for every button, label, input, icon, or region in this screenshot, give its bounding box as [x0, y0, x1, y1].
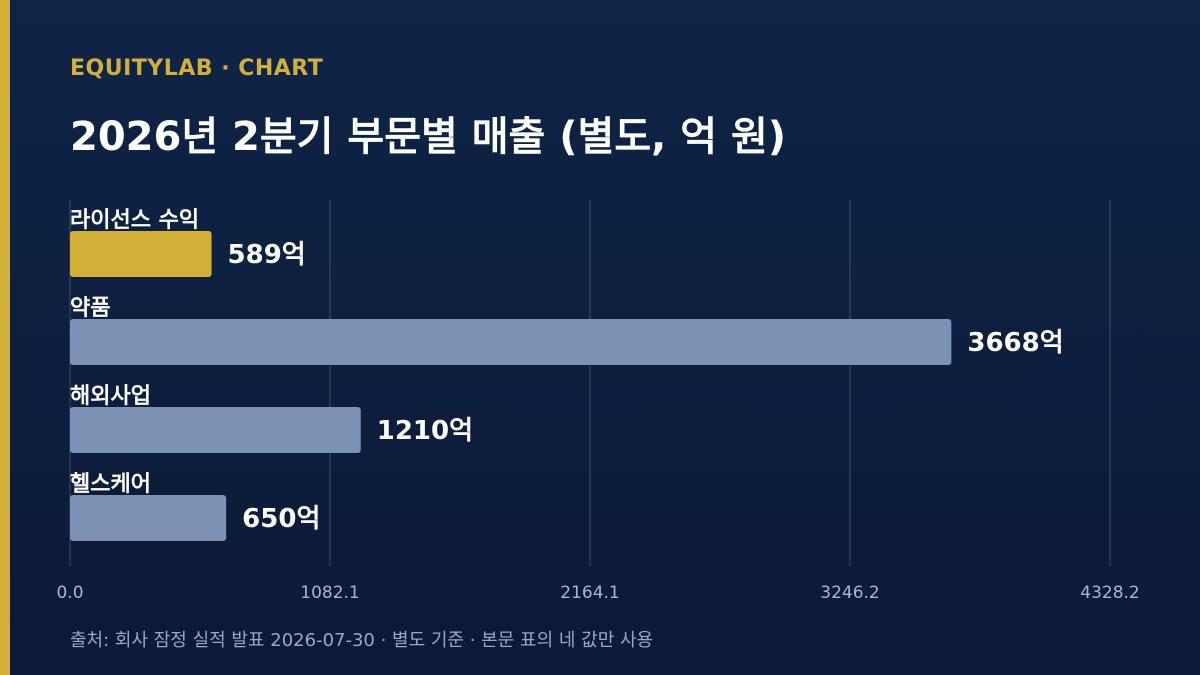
accent-bar	[0, 0, 10, 675]
x-tick-label: 1082.1	[300, 583, 359, 603]
category-label: 해외사업	[70, 384, 151, 409]
data-label: 1210억	[377, 416, 473, 446]
chart-title: 2026년 2분기 부문별 매출 (별도, 억 원)	[70, 114, 787, 160]
category-label: 헬스케어	[70, 472, 151, 497]
data-label: 589억	[228, 240, 306, 270]
bar	[70, 407, 361, 453]
bar	[70, 231, 212, 277]
x-tick-label: 2164.1	[560, 583, 619, 603]
x-tick-label: 3246.2	[820, 583, 879, 603]
brand-label: EQUITYLAB · CHART	[70, 56, 324, 81]
source-note: 출처: 회사 잠정 실적 발표 2026-07-30 · 별도 기준 · 본문 …	[70, 630, 654, 651]
bar	[70, 319, 952, 365]
category-label: 약품	[70, 296, 110, 321]
x-tick-label: 4328.2	[1080, 583, 1139, 603]
data-label: 650억	[242, 504, 320, 534]
bar	[70, 495, 227, 541]
data-label: 3668억	[967, 328, 1063, 358]
x-tick-label: 0.0	[56, 583, 83, 603]
category-label: 라이선스 수익	[70, 208, 199, 233]
